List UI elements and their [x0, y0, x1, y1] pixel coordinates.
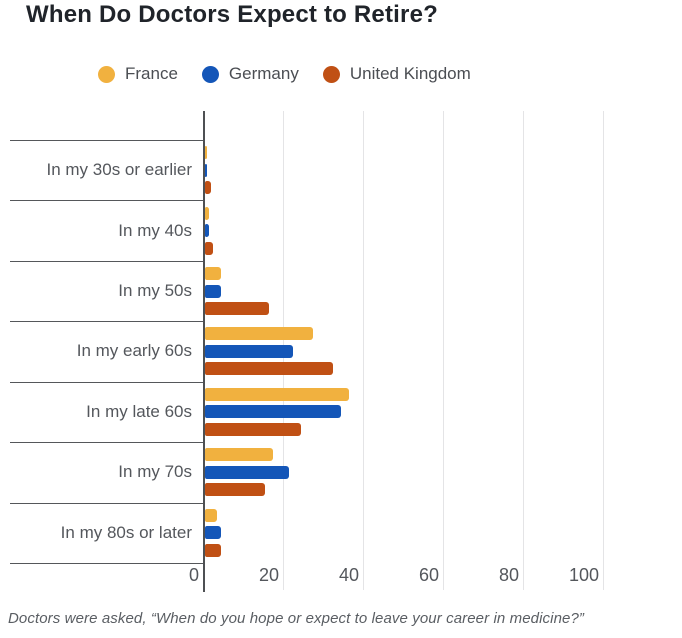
gridline-x-40 — [363, 111, 364, 590]
legend-swatch-icon — [98, 65, 115, 83]
category-label: In my early 60s — [76, 341, 192, 361]
category-label: In my late 60s — [86, 401, 192, 421]
bar-france — [204, 508, 217, 522]
category-label: In my 30s or earlier — [46, 160, 193, 180]
gridline-x-80 — [523, 111, 524, 590]
bar-united-kingdom — [204, 483, 265, 497]
row-separator — [10, 261, 203, 262]
chart-caption: Doctors were asked, “When do you hope or… — [8, 610, 584, 627]
row-separator — [10, 321, 203, 322]
bar-germany — [204, 344, 293, 358]
bar-germany — [204, 224, 209, 238]
x-tick-label: 100 — [568, 565, 599, 585]
legend-swatch-icon — [322, 65, 340, 83]
bar-france — [204, 327, 313, 341]
legend-swatch-icon — [201, 65, 219, 83]
bar-france — [204, 146, 207, 160]
bar-united-kingdom — [204, 241, 213, 255]
row-separator — [10, 503, 203, 504]
legend-item-france: France — [98, 64, 178, 84]
bar-france — [204, 267, 221, 281]
bar-france — [204, 387, 349, 401]
category-label: In my 40s — [118, 220, 192, 240]
row-separator — [10, 200, 203, 201]
category-label: In my 70s — [118, 462, 192, 482]
gridline-x-60 — [443, 111, 444, 590]
bar-france — [204, 206, 209, 220]
row-separator — [10, 140, 203, 141]
bar-germany — [204, 284, 221, 298]
bar-united-kingdom — [204, 543, 221, 557]
bar-united-kingdom — [204, 422, 301, 436]
row-separator — [10, 382, 203, 383]
x-tick-label: 80 — [498, 565, 519, 585]
bar-germany — [204, 405, 341, 419]
x-tick-label: 20 — [258, 565, 279, 585]
x-tick-label: 40 — [338, 565, 359, 585]
legend-label: United Kingdom — [349, 64, 471, 83]
bar-united-kingdom — [204, 362, 333, 376]
chart-legend: France Germany United Kingdom — [98, 64, 471, 84]
category-label: In my 50s — [118, 281, 192, 301]
legend-item-germany: Germany — [201, 64, 299, 84]
legend-label: Germany — [228, 64, 299, 83]
x-tick-label: 60 — [418, 565, 439, 585]
row-separator — [10, 442, 203, 443]
bar-germany — [204, 163, 207, 177]
chart-title: When Do Doctors Expect to Retire? — [26, 1, 438, 28]
row-separator — [10, 563, 203, 564]
bar-germany — [204, 526, 221, 540]
legend-label: France — [125, 64, 178, 83]
bar-united-kingdom — [204, 302, 269, 316]
category-label: In my 80s or later — [60, 522, 192, 542]
bar-france — [204, 448, 273, 462]
y-axis-line — [203, 111, 205, 592]
gridline-x-100 — [603, 111, 604, 590]
bar-germany — [204, 465, 289, 479]
bar-united-kingdom — [204, 181, 211, 195]
legend-item-united-kingdom: United Kingdom — [322, 64, 471, 84]
x-tick-label: 0 — [188, 565, 199, 585]
